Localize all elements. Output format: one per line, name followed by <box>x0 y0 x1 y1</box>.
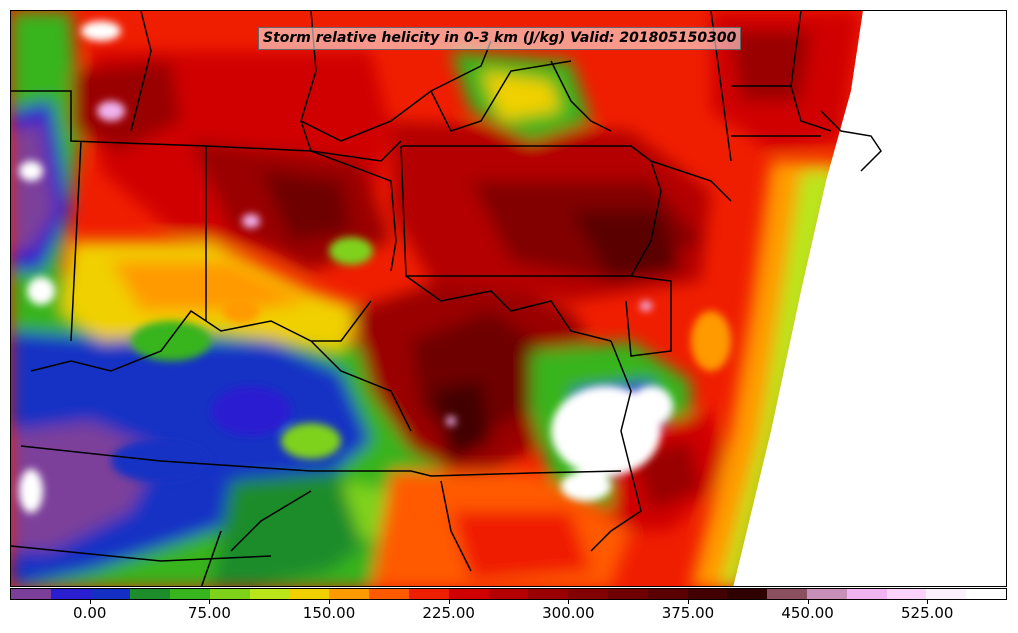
colorbar-tick-label: 150.00 <box>302 604 356 622</box>
colorbar-segment <box>886 589 927 599</box>
colorbar-tick <box>448 600 450 604</box>
colorbar-tick <box>209 600 211 604</box>
colorbar-segment <box>329 589 370 599</box>
colorbar-tick <box>89 600 91 604</box>
colorbar-segment <box>11 589 51 599</box>
colorbar-segment <box>687 589 728 599</box>
colorbar-segment <box>170 589 210 599</box>
colorbar-segment <box>846 589 887 599</box>
colorbar-tick <box>329 600 331 604</box>
colorbar-segment <box>647 589 688 599</box>
colorbar-segment <box>289 589 330 599</box>
colorbar-segment <box>528 589 569 599</box>
colorbar-segment <box>568 589 608 599</box>
colorbar-segment <box>966 589 1006 599</box>
colorbar-tick-label: 0.00 <box>73 604 107 622</box>
colorbar-segment <box>369 589 409 599</box>
colorbar-segment <box>209 589 250 599</box>
colorbar-tick <box>568 600 570 604</box>
no-data-area <box>733 11 1006 586</box>
colorbar-tick <box>927 600 929 604</box>
colorbar-ticks: 0.00 75.00 150.00 225.00 300.00 375.00 450.00 5… <box>10 600 1007 630</box>
colorbar-segment <box>50 589 91 599</box>
colorbar-segment <box>806 589 847 599</box>
colorbar-tick-label: 450.00 <box>781 604 834 622</box>
colorbar-tick-label: 525.00 <box>900 604 954 622</box>
colorbar-segment <box>926 589 967 599</box>
colorbar-tick-label: 225.00 <box>422 604 475 622</box>
colorbar-tick <box>807 600 809 604</box>
colorbar <box>10 588 1007 600</box>
helicity-map <box>11 11 1006 586</box>
colorbar-tick-label: 75.00 <box>187 604 231 622</box>
colorbar-segment <box>90 589 131 599</box>
colorbar-segment <box>249 589 290 599</box>
colorbar-segment <box>767 589 807 599</box>
colorbar-segment <box>607 589 648 599</box>
helicity-field <box>11 11 863 586</box>
colorbar-segment <box>488 589 529 599</box>
colorbar-tick-label: 300.00 <box>542 604 595 622</box>
state-boundaries <box>11 11 882 586</box>
colorbar-tick <box>687 600 689 604</box>
colorbar-segment <box>408 589 449 599</box>
colorbar-tick-label: 375.00 <box>661 604 715 622</box>
map-panel: Storm relative helicity in 0-3 km (J/kg)… <box>10 10 1007 587</box>
map-title: Storm relative helicity in 0-3 km (J/kg)… <box>258 27 742 50</box>
colorbar-segment <box>448 589 489 599</box>
colorbar-segment <box>130 589 171 599</box>
colorbar-segment <box>727 589 768 599</box>
